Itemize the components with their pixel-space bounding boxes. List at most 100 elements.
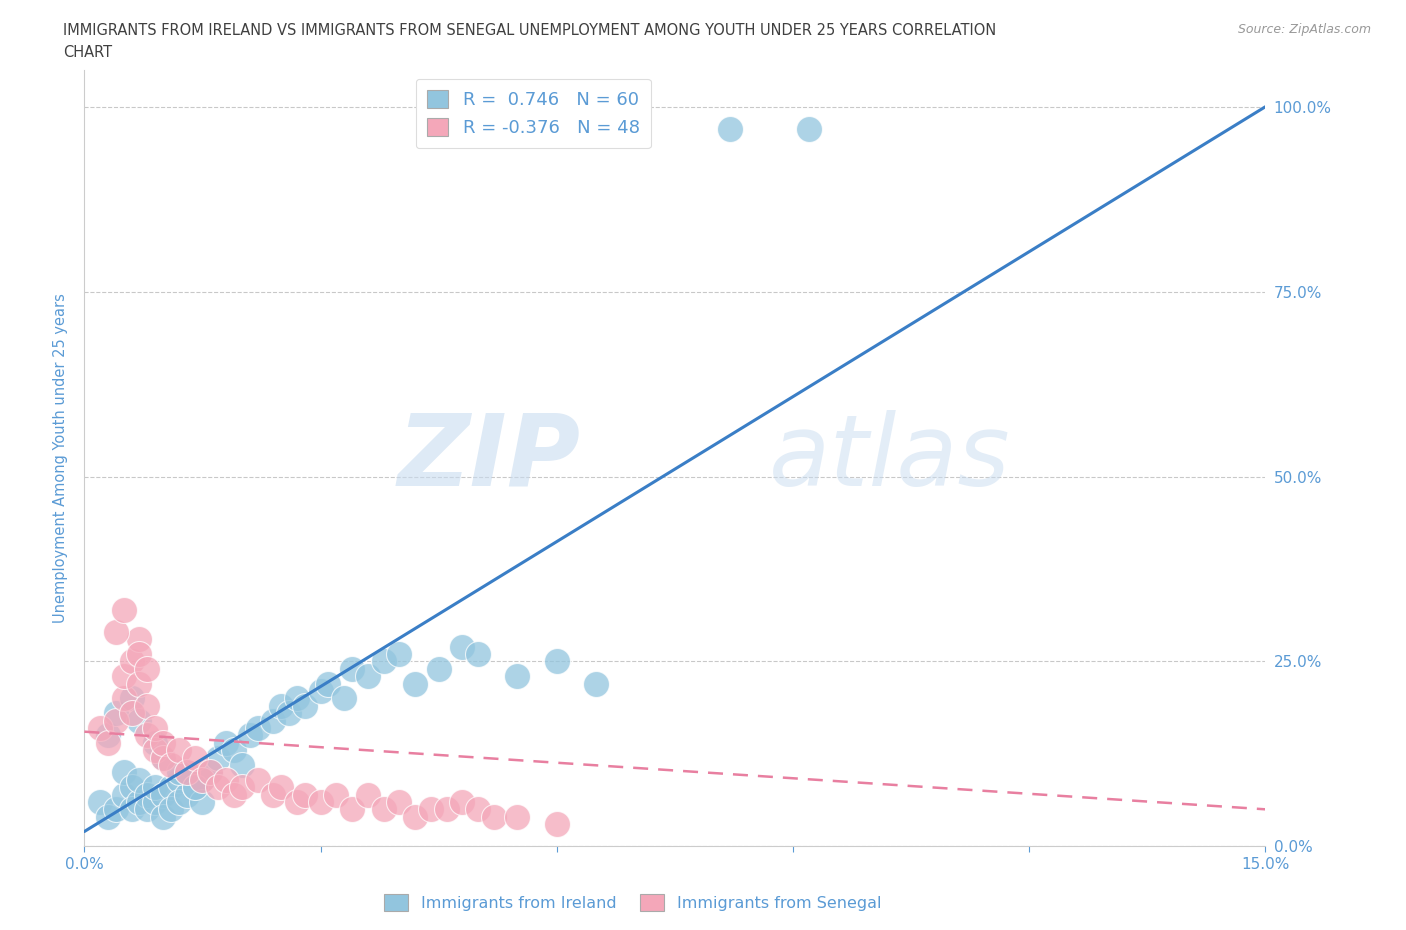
Point: [160, 758, 183, 773]
Point: [89, 794, 111, 809]
Point: [176, 764, 198, 779]
Point: [89, 721, 111, 736]
Text: ZIP: ZIP: [398, 409, 581, 507]
Point: [191, 772, 214, 787]
Point: [506, 809, 529, 824]
Point: [388, 646, 411, 661]
Point: [333, 691, 356, 706]
Point: [183, 751, 205, 765]
Y-axis label: Unemployment Among Youth under 25 years: Unemployment Among Youth under 25 years: [53, 293, 69, 623]
Point: [128, 631, 150, 646]
Point: [388, 794, 411, 809]
Point: [176, 764, 198, 779]
Point: [167, 794, 190, 809]
Point: [451, 794, 474, 809]
Point: [546, 817, 568, 831]
Point: [121, 691, 143, 706]
Point: [97, 736, 120, 751]
Text: atlas: atlas: [769, 409, 1011, 507]
Point: [285, 794, 308, 809]
Text: CHART: CHART: [63, 45, 112, 60]
Point: [200, 764, 222, 779]
Point: [143, 736, 166, 751]
Point: [112, 603, 135, 618]
Point: [325, 787, 347, 802]
Point: [207, 751, 229, 765]
Point: [419, 802, 441, 817]
Point: [128, 772, 150, 787]
Legend: Immigrants from Ireland, Immigrants from Senegal: Immigrants from Ireland, Immigrants from…: [378, 888, 887, 917]
Point: [104, 706, 127, 721]
Point: [136, 661, 159, 676]
Point: [404, 676, 426, 691]
Point: [246, 772, 269, 787]
Point: [451, 639, 474, 654]
Point: [222, 743, 245, 758]
Point: [340, 802, 363, 817]
Point: [357, 787, 380, 802]
Point: [270, 698, 292, 713]
Point: [200, 764, 222, 779]
Point: [436, 802, 458, 817]
Point: [191, 794, 214, 809]
Point: [278, 706, 301, 721]
Point: [373, 802, 395, 817]
Point: [112, 669, 135, 684]
Point: [112, 691, 135, 706]
Point: [160, 802, 183, 817]
Point: [112, 787, 135, 802]
Point: [121, 706, 143, 721]
Point: [546, 654, 568, 669]
Point: [285, 691, 308, 706]
Point: [143, 794, 166, 809]
Point: [427, 661, 450, 676]
Point: [128, 794, 150, 809]
Point: [262, 713, 284, 728]
Point: [128, 676, 150, 691]
Point: [136, 787, 159, 802]
Point: [121, 779, 143, 794]
Point: [404, 809, 426, 824]
Point: [160, 779, 183, 794]
Point: [152, 751, 174, 765]
Point: [121, 802, 143, 817]
Point: [176, 787, 198, 802]
Point: [231, 779, 253, 794]
Point: [121, 654, 143, 669]
Point: [136, 802, 159, 817]
Point: [309, 794, 332, 809]
Point: [152, 736, 174, 751]
Point: [373, 654, 395, 669]
Point: [104, 713, 127, 728]
Point: [222, 787, 245, 802]
Point: [136, 698, 159, 713]
Point: [246, 721, 269, 736]
Point: [104, 624, 127, 639]
Point: [152, 751, 174, 765]
Point: [270, 779, 292, 794]
Point: [340, 661, 363, 676]
Point: [143, 779, 166, 794]
Point: [97, 728, 120, 743]
Point: [467, 646, 489, 661]
Point: [128, 646, 150, 661]
Point: [191, 772, 214, 787]
Point: [215, 736, 238, 751]
Point: [112, 764, 135, 779]
Point: [467, 802, 489, 817]
Point: [104, 802, 127, 817]
Point: [239, 728, 262, 743]
Point: [143, 721, 166, 736]
Point: [262, 787, 284, 802]
Point: [797, 122, 820, 137]
Point: [183, 779, 205, 794]
Point: [207, 779, 229, 794]
Point: [215, 772, 238, 787]
Point: [97, 809, 120, 824]
Point: [167, 743, 190, 758]
Point: [585, 676, 607, 691]
Text: Source: ZipAtlas.com: Source: ZipAtlas.com: [1237, 23, 1371, 36]
Point: [152, 809, 174, 824]
Point: [357, 669, 380, 684]
Point: [506, 669, 529, 684]
